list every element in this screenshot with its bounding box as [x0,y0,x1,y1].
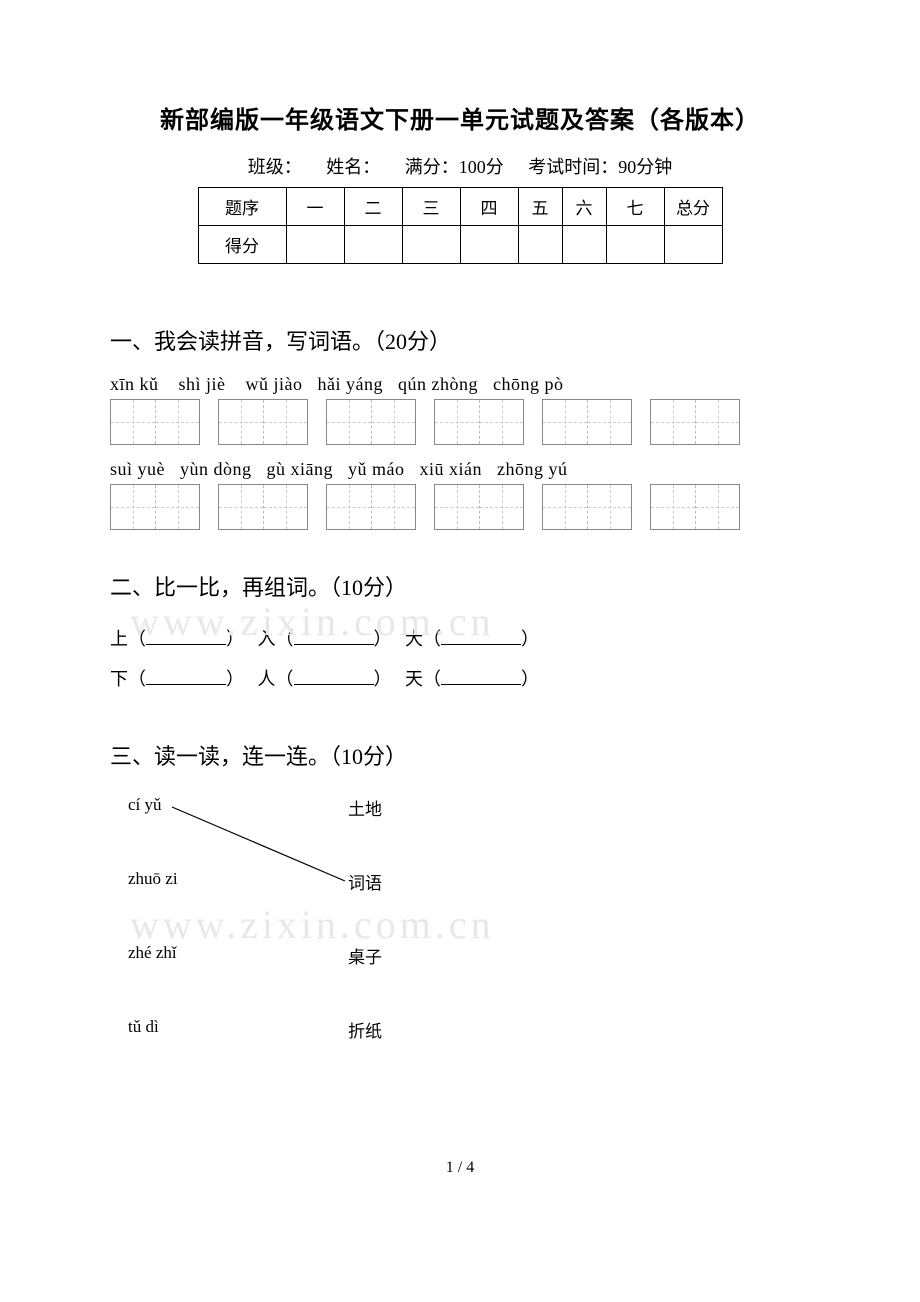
col-7: 七 [606,188,664,226]
score-row-label: 得分 [198,226,286,264]
char-box-pair [650,399,740,445]
match-right-4: 折纸 [348,1017,382,1042]
score-cell [606,226,664,264]
col-6: 六 [562,188,606,226]
col-2: 二 [344,188,402,226]
pinyin: qún zhòng [398,374,478,394]
char-box-pair [110,399,200,445]
page-number: 1 / 4 [110,1159,810,1177]
section2-heading: 二、比一比，再组词。（10分） [110,570,810,602]
pinyin: gù xiāng [267,459,334,479]
score-cell [344,226,402,264]
pinyin: suì yuè [110,459,165,479]
section3-heading: 三、读一读，连一连。（10分） [110,739,810,771]
match-left-4: tǔ dì [128,1017,159,1037]
char-box-pair [434,484,524,530]
char: 人 [258,669,276,689]
match-line-svg [110,789,510,1089]
blank [441,671,521,685]
fill-row-2: 下（） 人（） 天（） [110,660,810,700]
name-label: 姓名： [326,157,380,177]
col-1: 一 [286,188,344,226]
pinyin: xiū xián [420,459,483,479]
pinyin: hǎi yáng [318,374,383,394]
match-left-3: zhé zhǐ [128,943,177,963]
match-right-2: 词语 [348,869,382,894]
fill-row-1: 上（） 入（） 大（） [110,620,810,660]
match-right-3: 桌子 [348,943,382,968]
pinyin: yùn dòng [180,459,252,479]
char-box-pair [326,484,416,530]
score-cell [664,226,722,264]
col-3: 三 [402,188,460,226]
score-table: 题序 一 二 三 四 五 六 七 总分 得分 [198,187,723,264]
match-diagram: cí yǔ zhuō zi zhé zhǐ tǔ dì 土地 词语 桌子 折纸 … [110,789,810,1089]
row-label: 题序 [198,188,286,226]
class-label: 班级： [248,157,302,177]
char-box-pair [218,484,308,530]
score-cell [286,226,344,264]
char-box-pair [110,484,200,530]
blank [294,671,374,685]
char: 上 [110,629,128,649]
section1-heading: 一、我会读拼音，写词语。（20分） [110,324,810,356]
char-box-pair [218,399,308,445]
pinyin: zhōng yú [497,459,568,479]
score-cell [460,226,518,264]
pinyin: xīn kǔ [110,374,159,394]
char-box-pair [542,484,632,530]
match-left-2: zhuō zi [128,869,178,889]
blank [441,631,521,645]
col-4: 四 [460,188,518,226]
char: 大 [405,629,423,649]
char-boxes-row-1 [110,399,810,445]
char-boxes-row-2 [110,484,810,530]
char-box-pair [434,399,524,445]
match-right-1: 土地 [348,795,382,820]
pinyin: yǔ máo [348,459,405,479]
pinyin-row-2: suì yuè yùn dòng gù xiāng yǔ máo xiū xiá… [110,459,810,480]
score-cell [562,226,606,264]
blank [146,671,226,685]
char-box-pair [326,399,416,445]
exam-time: 考试时间：90分钟 [528,157,672,177]
col-5: 五 [518,188,562,226]
char: 入 [258,629,276,649]
pinyin: chōng pò [493,374,564,394]
char: 天 [405,669,423,689]
score-cell [518,226,562,264]
pinyin: shì jiè [179,374,226,394]
char-box-pair [542,399,632,445]
match-left-1: cí yǔ [128,795,162,815]
page-title: 新部编版一年级语文下册一单元试题及答案（各版本） [110,100,810,135]
blank [146,631,226,645]
pinyin-row-1: xīn kǔ shì jiè wǔ jiào hǎi yáng qún zhòn… [110,374,810,395]
exam-info: 班级： 姓名： 满分：100分 考试时间：90分钟 [110,153,810,179]
blank [294,631,374,645]
col-total: 总分 [664,188,722,226]
full-score: 满分：100分 [405,157,504,177]
char: 下 [110,669,128,689]
pinyin: wǔ jiào [246,374,303,394]
score-cell [402,226,460,264]
char-box-pair [650,484,740,530]
